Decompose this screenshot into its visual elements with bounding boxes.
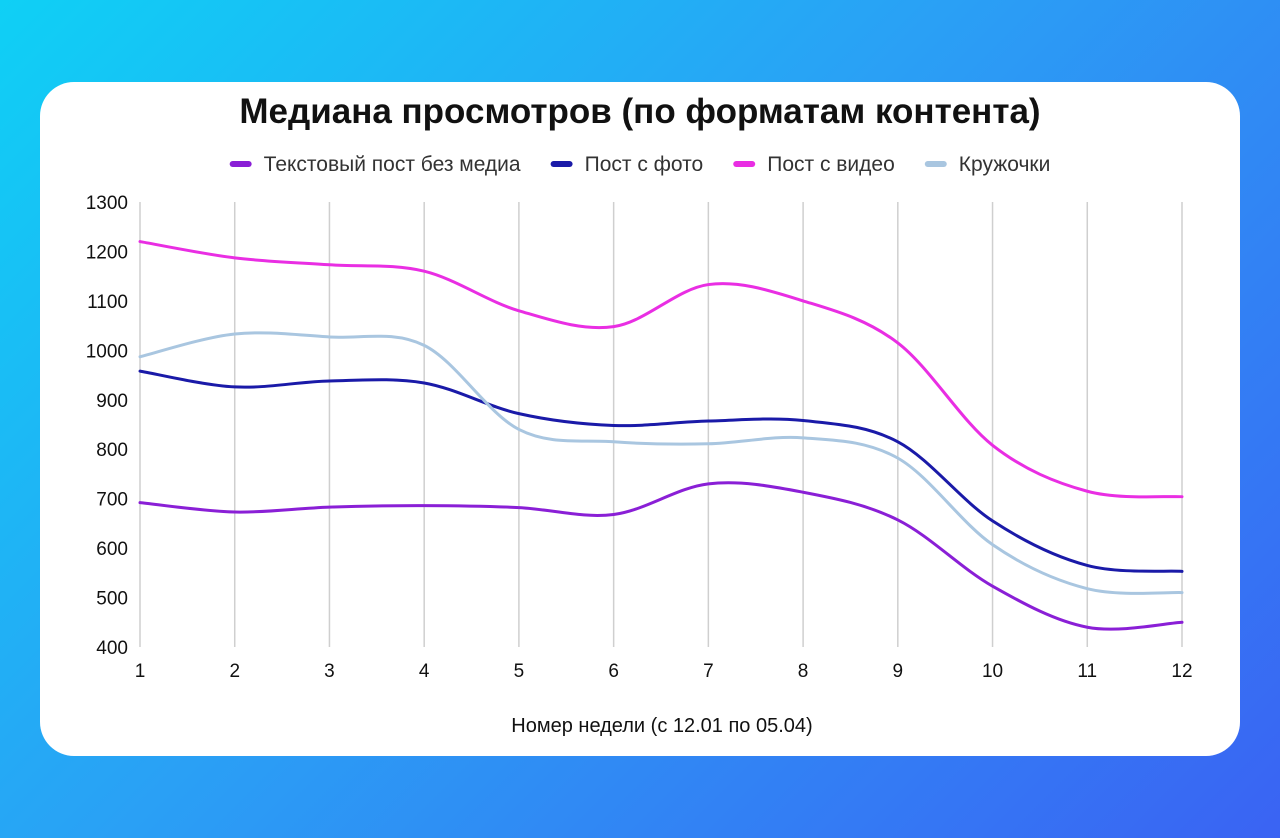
series-line — [138, 481, 1184, 631]
x-tick-label: 2 — [229, 661, 240, 682]
y-tick-label: 1300 — [86, 193, 128, 214]
legend-item-label: Текстовый пост без медиа — [264, 153, 521, 176]
series-group — [138, 240, 1184, 631]
legend-item-label: Пост с видео — [767, 153, 895, 176]
x-axis: 1 2 3 4 5 6 7 8 9 10 11 12 — [135, 661, 1193, 682]
y-tick-label: 800 — [96, 440, 128, 461]
x-tick-label: 1 — [135, 661, 146, 682]
x-tick-label: 11 — [1077, 661, 1097, 682]
x-tick-label: 12 — [1171, 661, 1192, 682]
series-line — [138, 369, 1184, 573]
x-tick-label: 6 — [608, 661, 619, 682]
x-tick-label: 7 — [703, 661, 714, 682]
legend-item-label: Кружочки — [959, 153, 1051, 176]
y-tick-label: 1100 — [87, 292, 128, 313]
x-tick-label: 9 — [893, 661, 904, 682]
legend-item-label: Пост с фото — [585, 153, 704, 176]
y-tick-label: 900 — [96, 391, 128, 412]
legend-swatch — [229, 161, 252, 167]
chart-title: Медиана просмотров (по форматам контента… — [239, 92, 1040, 131]
legend-swatch — [924, 161, 947, 167]
x-tick-label: 10 — [982, 661, 1003, 682]
y-tick-label: 1200 — [86, 242, 128, 263]
series-line — [138, 240, 1184, 499]
x-axis-label: Номер недели (с 12.01 по 05.04) — [511, 715, 812, 737]
chart-card: Медиана просмотров (по форматам контента… — [40, 82, 1240, 756]
y-tick-label: 400 — [96, 638, 128, 659]
x-tick-label: 3 — [324, 661, 335, 682]
y-tick-label: 1000 — [86, 341, 128, 362]
x-tick-label: 4 — [419, 661, 430, 682]
y-tick-label: 700 — [96, 490, 128, 511]
x-tick-label: 5 — [514, 661, 525, 682]
legend-swatch — [733, 161, 756, 167]
y-tick-label: 500 — [96, 589, 128, 610]
y-axis: 400 500 600 700 800 900 1000 1100 1200 1300 — [86, 193, 128, 659]
x-tick-label: 8 — [798, 661, 809, 682]
series-line — [138, 331, 1184, 595]
legend: Текстовый пост без медиа Пост с фото Пост … — [229, 153, 1051, 176]
legend-swatch — [550, 161, 573, 167]
y-tick-label: 600 — [96, 539, 128, 560]
line-chart: Медиана просмотров (по форматам контента… — [86, 92, 1193, 737]
